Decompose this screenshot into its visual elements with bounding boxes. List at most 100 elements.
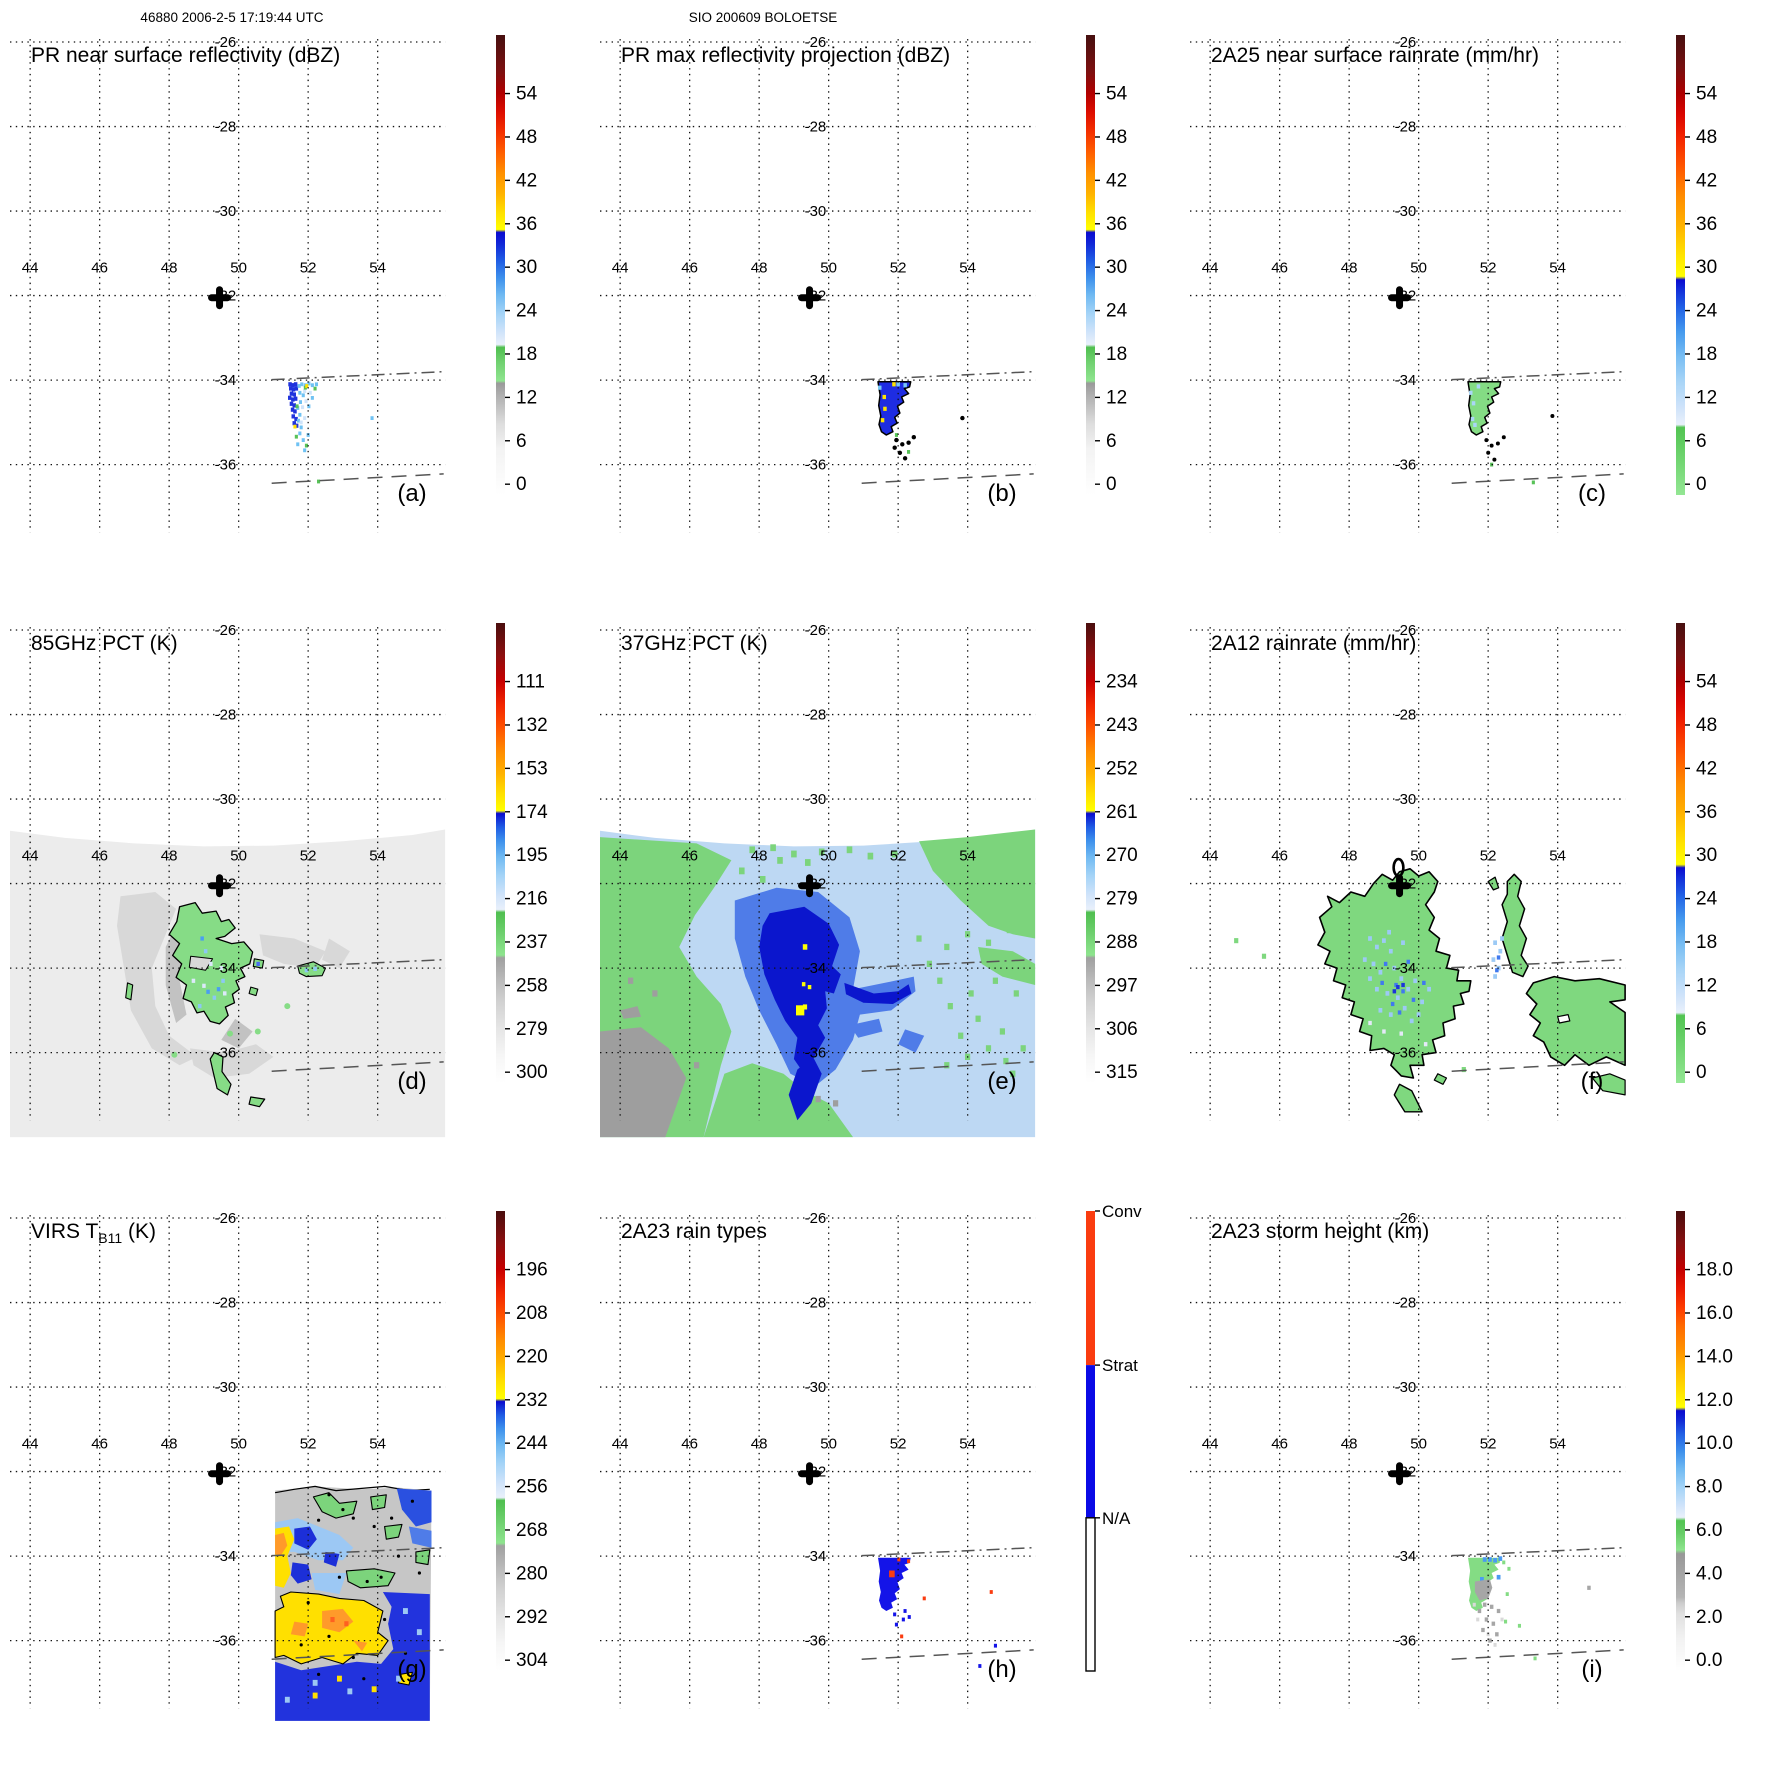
svg-text:-36: -36: [805, 457, 827, 474]
panel-a-data: [288, 381, 374, 484]
svg-text:54: 54: [369, 847, 386, 864]
svg-text:-26: -26: [805, 1210, 827, 1227]
svg-text:36: 36: [516, 214, 537, 235]
svg-text:36: 36: [1106, 214, 1127, 235]
svg-text:48: 48: [1696, 127, 1717, 148]
svg-text:-34: -34: [1395, 1548, 1417, 1565]
svg-text:18: 18: [516, 344, 537, 365]
svg-text:48: 48: [1696, 715, 1717, 736]
svg-text:18.0: 18.0: [1696, 1260, 1733, 1281]
svg-text:-34: -34: [1395, 372, 1417, 389]
svg-text:0: 0: [1106, 474, 1117, 495]
svg-text:54: 54: [516, 84, 538, 105]
svg-text:50: 50: [230, 259, 247, 276]
svg-text:12: 12: [1696, 387, 1717, 408]
svg-text:52: 52: [300, 259, 317, 276]
storm-name-title: SIO 200609 BOLOETSE: [688, 10, 838, 25]
svg-text:54: 54: [959, 847, 976, 864]
svg-text:244: 244: [516, 1433, 548, 1454]
svg-text:54: 54: [959, 259, 976, 276]
svg-text:52: 52: [1480, 259, 1497, 276]
svg-text:-36: -36: [805, 1045, 827, 1062]
svg-text:50: 50: [820, 259, 837, 276]
svg-text:-34: -34: [805, 1548, 827, 1565]
svg-text:14.0: 14.0: [1696, 1346, 1733, 1367]
storm-center-marker-icon: [208, 874, 232, 898]
panel-g-data: [274, 1485, 432, 1721]
svg-text:44: 44: [612, 1435, 629, 1452]
panel-f-colorbar: 0 6 12 18 24 30 36 42 48 54: [1676, 623, 1718, 1083]
svg-text:46: 46: [681, 259, 698, 276]
svg-text:44: 44: [612, 259, 629, 276]
panel-f-letter: (f): [1581, 1068, 1604, 1095]
svg-text:18: 18: [1106, 344, 1127, 365]
svg-text:174: 174: [516, 802, 548, 823]
svg-text:24: 24: [1106, 301, 1128, 322]
storm-center-marker-icon: [798, 286, 822, 310]
panel-e-data: [600, 829, 1036, 1138]
storm-center-marker-icon: [1388, 1462, 1412, 1486]
panel-a-letter: (a): [397, 480, 426, 507]
svg-text:52: 52: [300, 1435, 317, 1452]
panel-h-colorbar: Conv Strat N/A: [1085, 1202, 1142, 1672]
svg-text:-26: -26: [1395, 34, 1417, 51]
svg-text:24: 24: [1696, 889, 1718, 910]
panel-e-letter: (e): [987, 1068, 1016, 1095]
storm-center-marker-icon: [208, 1462, 232, 1486]
svg-text:-30: -30: [805, 203, 827, 220]
svg-text:220: 220: [516, 1346, 548, 1367]
svg-text:-30: -30: [215, 1379, 237, 1396]
svg-text:-34: -34: [805, 372, 827, 389]
svg-text:52: 52: [1480, 1435, 1497, 1452]
svg-text:48: 48: [1106, 127, 1127, 148]
svg-text:315: 315: [1106, 1062, 1138, 1083]
svg-text:36: 36: [1696, 802, 1717, 823]
svg-text:306: 306: [1106, 1019, 1138, 1040]
svg-text:-30: -30: [215, 203, 237, 220]
svg-text:30: 30: [1696, 257, 1717, 278]
svg-text:50: 50: [230, 847, 247, 864]
svg-text:216: 216: [516, 889, 548, 910]
svg-text:-28: -28: [215, 1295, 237, 1312]
svg-text:195: 195: [516, 845, 548, 866]
svg-text:297: 297: [1106, 975, 1138, 996]
svg-text:153: 153: [516, 758, 548, 779]
panel-c-data: [1467, 381, 1555, 485]
panel-h-title: 2A23 rain types: [621, 1220, 767, 1243]
svg-text:54: 54: [1696, 84, 1718, 105]
svg-text:-30: -30: [1395, 203, 1417, 220]
svg-text:10.0: 10.0: [1696, 1433, 1733, 1454]
svg-text:18: 18: [1696, 344, 1717, 365]
svg-text:261: 261: [1106, 802, 1138, 823]
svg-text:-36: -36: [215, 1045, 237, 1062]
panel-c-letter: (c): [1578, 480, 1606, 507]
panel-i-data: [1468, 1556, 1591, 1661]
svg-text:52: 52: [890, 259, 907, 276]
svg-text:52: 52: [890, 1435, 907, 1452]
svg-text:2.0: 2.0: [1696, 1607, 1722, 1628]
panel-h-data: [878, 1557, 997, 1668]
svg-text:50: 50: [1410, 259, 1427, 276]
panel-c-title: 2A25 near surface rainrate (mm/hr): [1211, 44, 1539, 67]
svg-text:-36: -36: [215, 1633, 237, 1650]
svg-text:6: 6: [1696, 1019, 1707, 1040]
svg-text:-34: -34: [1395, 960, 1417, 977]
svg-text:-34: -34: [215, 1548, 237, 1565]
svg-text:270: 270: [1106, 845, 1138, 866]
svg-text:6.0: 6.0: [1696, 1520, 1722, 1541]
svg-text:288: 288: [1106, 932, 1138, 953]
panel-b-colorbar: 0 6 12 18 24 30 36 42 48 54: [1086, 35, 1128, 495]
svg-text:50: 50: [1410, 847, 1427, 864]
storm-center-marker-icon: [798, 874, 822, 898]
svg-text:48: 48: [516, 127, 537, 148]
svg-text:48: 48: [1341, 1435, 1358, 1452]
